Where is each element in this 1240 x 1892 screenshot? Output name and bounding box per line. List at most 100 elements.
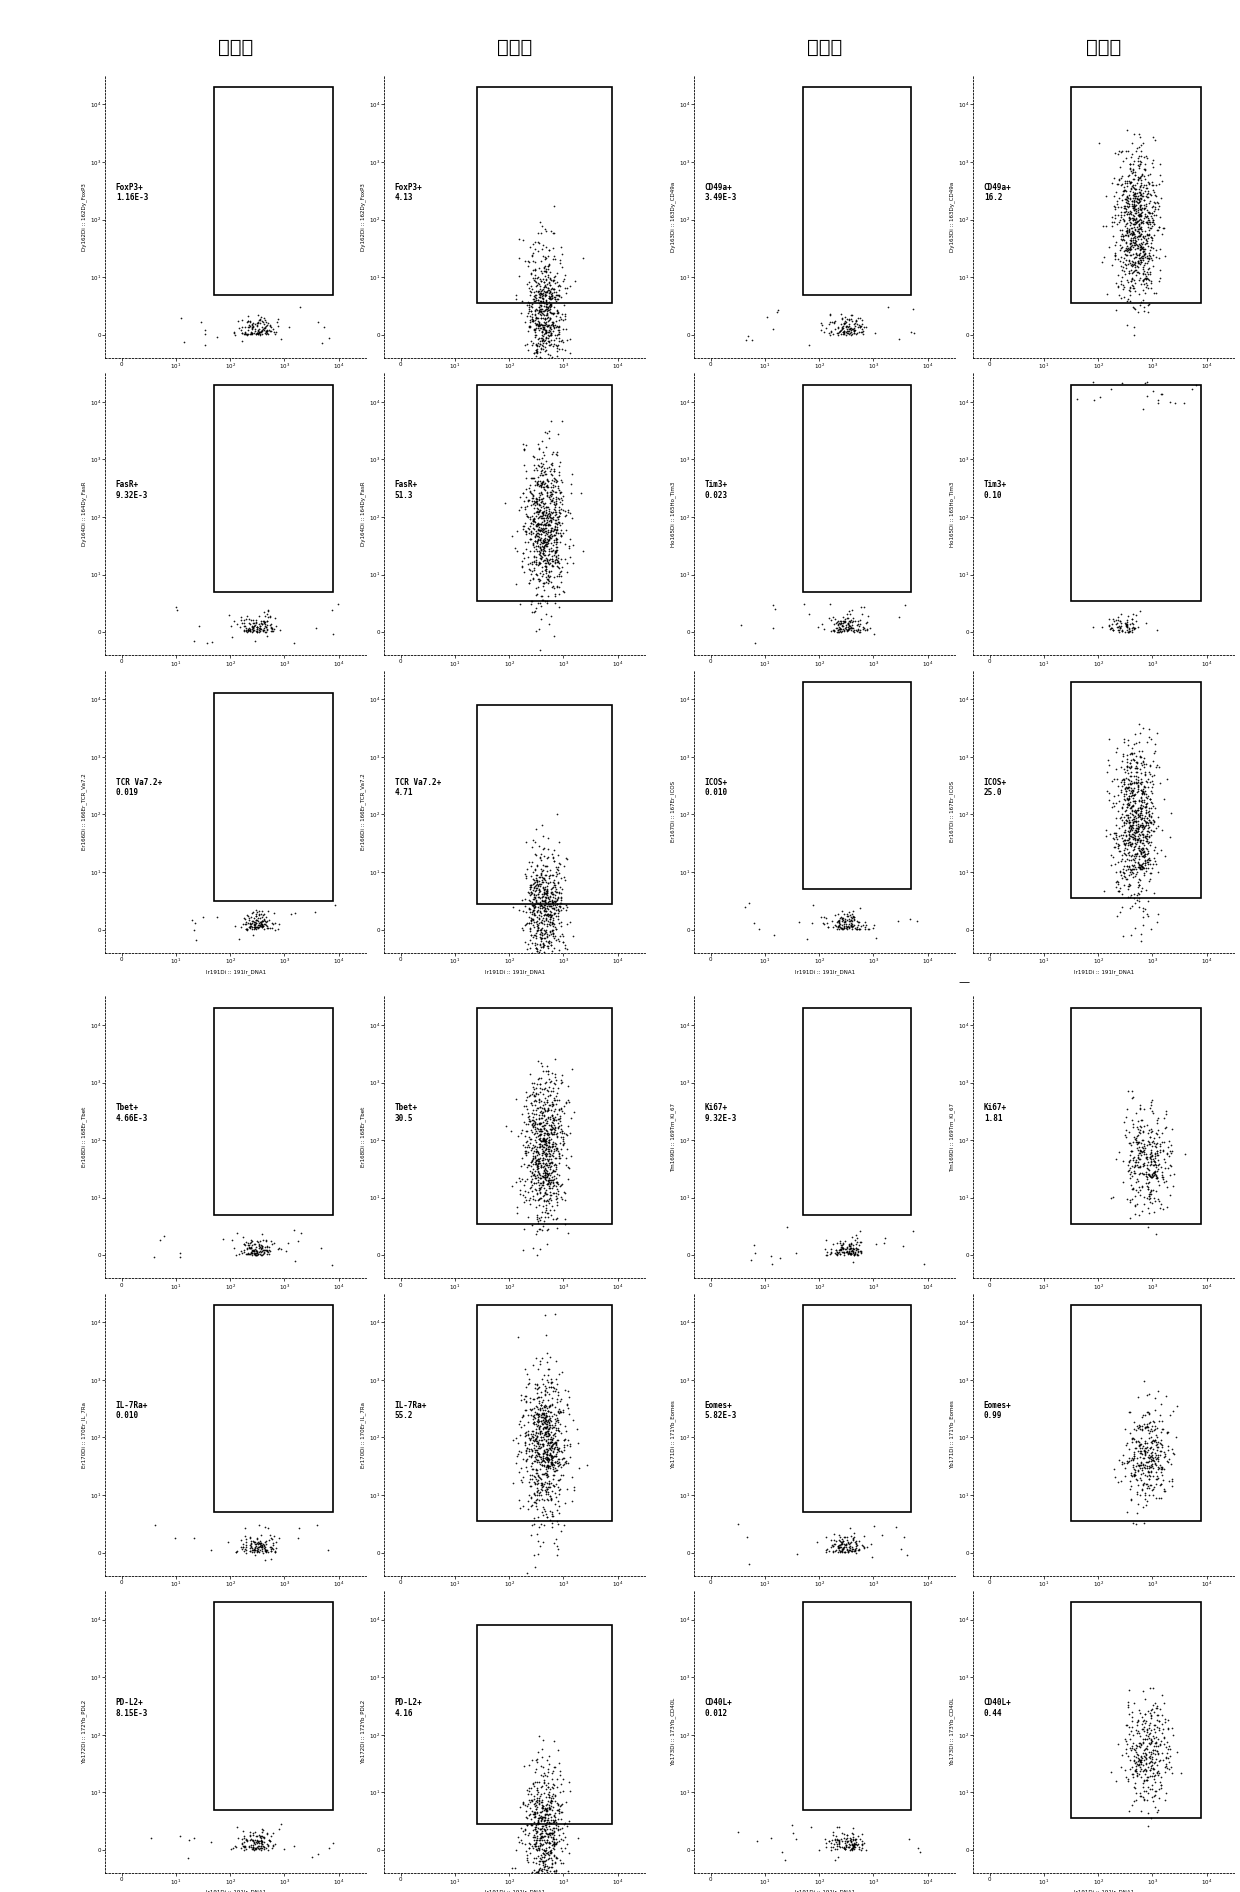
Point [1118, 815, 1138, 846]
Point [1117, 1184, 1137, 1215]
Point [1104, 191, 1123, 221]
Point [526, 452, 546, 482]
Point [1137, 1411, 1157, 1442]
Point [1147, 1162, 1167, 1192]
Point [541, 1139, 560, 1169]
Point [539, 1419, 559, 1449]
Point [1131, 1423, 1151, 1453]
Point [525, 1487, 544, 1517]
Point [532, 1803, 552, 1833]
Point [539, 882, 559, 912]
Point [1137, 1714, 1157, 1744]
Point [533, 1135, 553, 1165]
Point [1116, 607, 1136, 638]
Point [538, 927, 558, 957]
Point [542, 1763, 562, 1794]
Point [254, 899, 274, 929]
Point [836, 312, 856, 342]
Point [544, 486, 564, 517]
Point [547, 1213, 567, 1243]
Point [1140, 240, 1159, 271]
Point [539, 1820, 559, 1850]
Point [1171, 1758, 1190, 1788]
Point [526, 267, 546, 297]
Point [536, 851, 556, 882]
Point [1122, 265, 1142, 295]
Point [529, 501, 549, 532]
Point [831, 1533, 851, 1563]
Point [1125, 831, 1145, 861]
Point [521, 920, 541, 950]
Point [537, 335, 557, 365]
Point [1123, 225, 1143, 255]
Point [529, 278, 549, 308]
Point [1130, 885, 1149, 916]
Point [543, 867, 563, 897]
Point [547, 1385, 567, 1415]
Point [1123, 613, 1143, 643]
Point [531, 1126, 551, 1156]
Point [525, 901, 544, 931]
Point [537, 1461, 557, 1491]
Point [1114, 755, 1133, 785]
Point [1131, 1143, 1151, 1173]
Point [841, 605, 861, 636]
Point [246, 912, 265, 942]
Point [1131, 1780, 1151, 1811]
Point [536, 1160, 556, 1190]
Point [252, 312, 272, 342]
Point [549, 552, 569, 583]
Point [536, 458, 556, 488]
Point [1130, 1160, 1149, 1190]
Point [308, 307, 327, 337]
Point [538, 511, 558, 541]
Point [1161, 1139, 1180, 1169]
Point [839, 316, 859, 346]
Point [236, 613, 255, 643]
Point [1127, 1498, 1147, 1529]
Point [537, 1150, 557, 1181]
Point [553, 1763, 573, 1794]
Point [531, 469, 551, 499]
Point [1126, 1124, 1146, 1154]
Point [1145, 1145, 1164, 1175]
Point [820, 1826, 839, 1856]
Point [541, 1818, 560, 1848]
Point [852, 316, 872, 346]
Point [527, 1135, 547, 1165]
Point [253, 615, 273, 645]
Point [1107, 825, 1127, 855]
Point [532, 1103, 552, 1133]
Point [543, 242, 563, 272]
Point [536, 295, 556, 325]
Point [1126, 829, 1146, 859]
Point [1117, 725, 1137, 755]
Point [1135, 1485, 1154, 1515]
Point [259, 1824, 279, 1854]
Point [529, 307, 549, 337]
Point [1111, 223, 1131, 254]
Point [510, 1457, 529, 1487]
Point [534, 885, 554, 916]
Point [1145, 1196, 1164, 1226]
Point [549, 1498, 569, 1529]
Point [1146, 850, 1166, 880]
Point [536, 286, 556, 316]
Point [526, 1744, 546, 1775]
Point [520, 848, 539, 878]
Point [544, 537, 564, 568]
Point [1131, 1780, 1151, 1811]
Point [525, 255, 544, 286]
Point [557, 1474, 577, 1504]
Point [1143, 233, 1163, 263]
Point [543, 1828, 563, 1858]
Point [529, 1099, 549, 1130]
Point [549, 1128, 569, 1158]
Point [533, 834, 553, 865]
Point [262, 1534, 281, 1565]
Point [525, 1788, 544, 1818]
Point [549, 1408, 569, 1438]
Point [523, 889, 543, 920]
Point [529, 1131, 549, 1162]
Point [552, 490, 572, 520]
